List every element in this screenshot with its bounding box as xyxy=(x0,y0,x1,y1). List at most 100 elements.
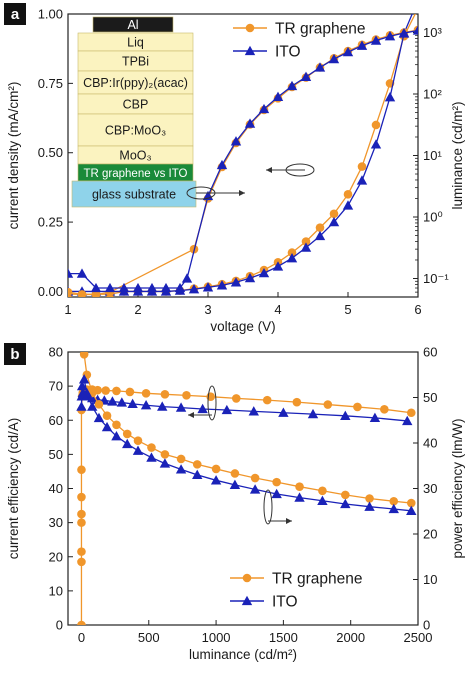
data-point xyxy=(380,405,389,414)
stack-layer-label: CBP:MoO₃ xyxy=(105,124,166,138)
data-point xyxy=(90,282,102,293)
stack-layer-label: MoO₃ xyxy=(119,149,151,163)
stack-layer-label: TPBi xyxy=(122,55,149,69)
data-point xyxy=(341,490,350,500)
x-axis-title: voltage (V) xyxy=(210,319,275,334)
data-point xyxy=(68,268,74,278)
data-point xyxy=(329,209,339,219)
data-point xyxy=(323,400,333,409)
data-point xyxy=(147,443,156,452)
data-point xyxy=(318,486,327,496)
device-stack: Al Liq TPBi CBP:Ir(ppy)₂(acac) CBP CBP:MoO₃ Mo… xyxy=(71,16,197,208)
y2-tick-label: 60 xyxy=(423,345,437,360)
data-point xyxy=(146,452,157,462)
data-point xyxy=(93,412,105,423)
data-point xyxy=(197,403,208,414)
data-point xyxy=(141,388,151,398)
indicator-arrowhead xyxy=(286,518,292,524)
data-point xyxy=(342,46,354,57)
x-tick-label: 0 xyxy=(78,630,85,645)
data-point xyxy=(272,91,284,101)
data-point xyxy=(211,464,221,474)
data-point xyxy=(244,272,256,283)
data-point xyxy=(292,397,302,407)
legend-label: TR graphene xyxy=(275,21,365,38)
y-axis-title: current efficiency (cd/A) xyxy=(6,418,21,560)
data-point xyxy=(287,248,297,257)
series-ito-right xyxy=(78,374,417,515)
y-tick-label: 50 xyxy=(49,447,63,462)
data-point xyxy=(248,406,259,416)
data-point xyxy=(406,408,416,418)
data-point xyxy=(258,267,270,278)
data-point xyxy=(175,464,187,474)
data-point xyxy=(406,505,417,515)
data-point xyxy=(314,62,326,72)
y-tick-label: 0 xyxy=(56,618,63,633)
y-tick-label: 70 xyxy=(49,379,63,394)
x-tick-label: 6 xyxy=(414,302,421,317)
legend-marker xyxy=(242,573,252,583)
x-tick-label: 2500 xyxy=(404,630,433,645)
data-point xyxy=(78,374,90,384)
data-point xyxy=(244,118,256,128)
x-tick-label: 2000 xyxy=(336,630,365,645)
data-point xyxy=(216,280,228,290)
stack-layer xyxy=(77,113,194,147)
data-point xyxy=(132,445,144,455)
data-point xyxy=(77,509,86,519)
data-point xyxy=(370,35,382,45)
data-point xyxy=(76,268,88,278)
data-point xyxy=(175,402,187,412)
data-point xyxy=(101,386,110,395)
data-point xyxy=(364,501,375,511)
data-point xyxy=(140,400,152,410)
data-point xyxy=(384,92,396,102)
data-point xyxy=(356,175,368,185)
data-point xyxy=(369,412,381,423)
data-point xyxy=(202,282,214,292)
data-point xyxy=(406,498,416,508)
stack-layer-label: CBP xyxy=(123,98,149,112)
data-point xyxy=(286,80,298,91)
x-tick-label: 5 xyxy=(344,302,351,317)
data-point xyxy=(365,494,374,503)
data-point xyxy=(122,429,132,439)
stack-layer-label: TR graphene vs ITO xyxy=(84,168,188,180)
data-point xyxy=(79,352,89,359)
x-tick-label: 500 xyxy=(138,630,160,645)
data-point xyxy=(328,53,340,64)
panel-label-box xyxy=(4,343,26,365)
data-point xyxy=(146,282,158,293)
indicator-ellipse xyxy=(207,385,217,421)
y-tick-label: 0.00 xyxy=(38,284,63,299)
data-point xyxy=(77,290,87,297)
stack-layer-label: CBP:Ir(ppy)₂(acac) xyxy=(83,76,188,90)
y2-tick-label: 20 xyxy=(423,527,437,542)
data-point xyxy=(104,282,116,293)
data-point xyxy=(112,420,121,430)
data-point xyxy=(249,484,261,494)
data-point xyxy=(389,496,399,506)
series-line xyxy=(83,379,412,512)
data-point xyxy=(231,394,241,403)
data-point xyxy=(76,401,87,411)
data-point xyxy=(76,380,88,391)
data-point xyxy=(295,482,304,491)
data-point xyxy=(87,401,98,411)
data-point xyxy=(250,473,260,483)
data-point xyxy=(107,396,118,406)
data-point xyxy=(301,237,311,246)
data-point xyxy=(133,436,143,446)
data-point xyxy=(181,273,193,283)
x-tick-label: 1000 xyxy=(202,630,231,645)
data-point xyxy=(384,31,396,41)
y-tick-label: 60 xyxy=(49,413,63,428)
panel-a: 1 2 3 4 5 6 0.00 0.25 0.50 0.75 1.00 10⁻¹ 10⁰ 10¹ 10² 1… xyxy=(4,3,465,334)
series-tr-graphene-left xyxy=(77,385,416,625)
legend-label: TR graphene xyxy=(272,571,362,588)
data-point xyxy=(101,421,113,432)
x-tick-label: 2 xyxy=(134,302,141,317)
data-point xyxy=(77,557,86,567)
data-point xyxy=(116,397,128,407)
